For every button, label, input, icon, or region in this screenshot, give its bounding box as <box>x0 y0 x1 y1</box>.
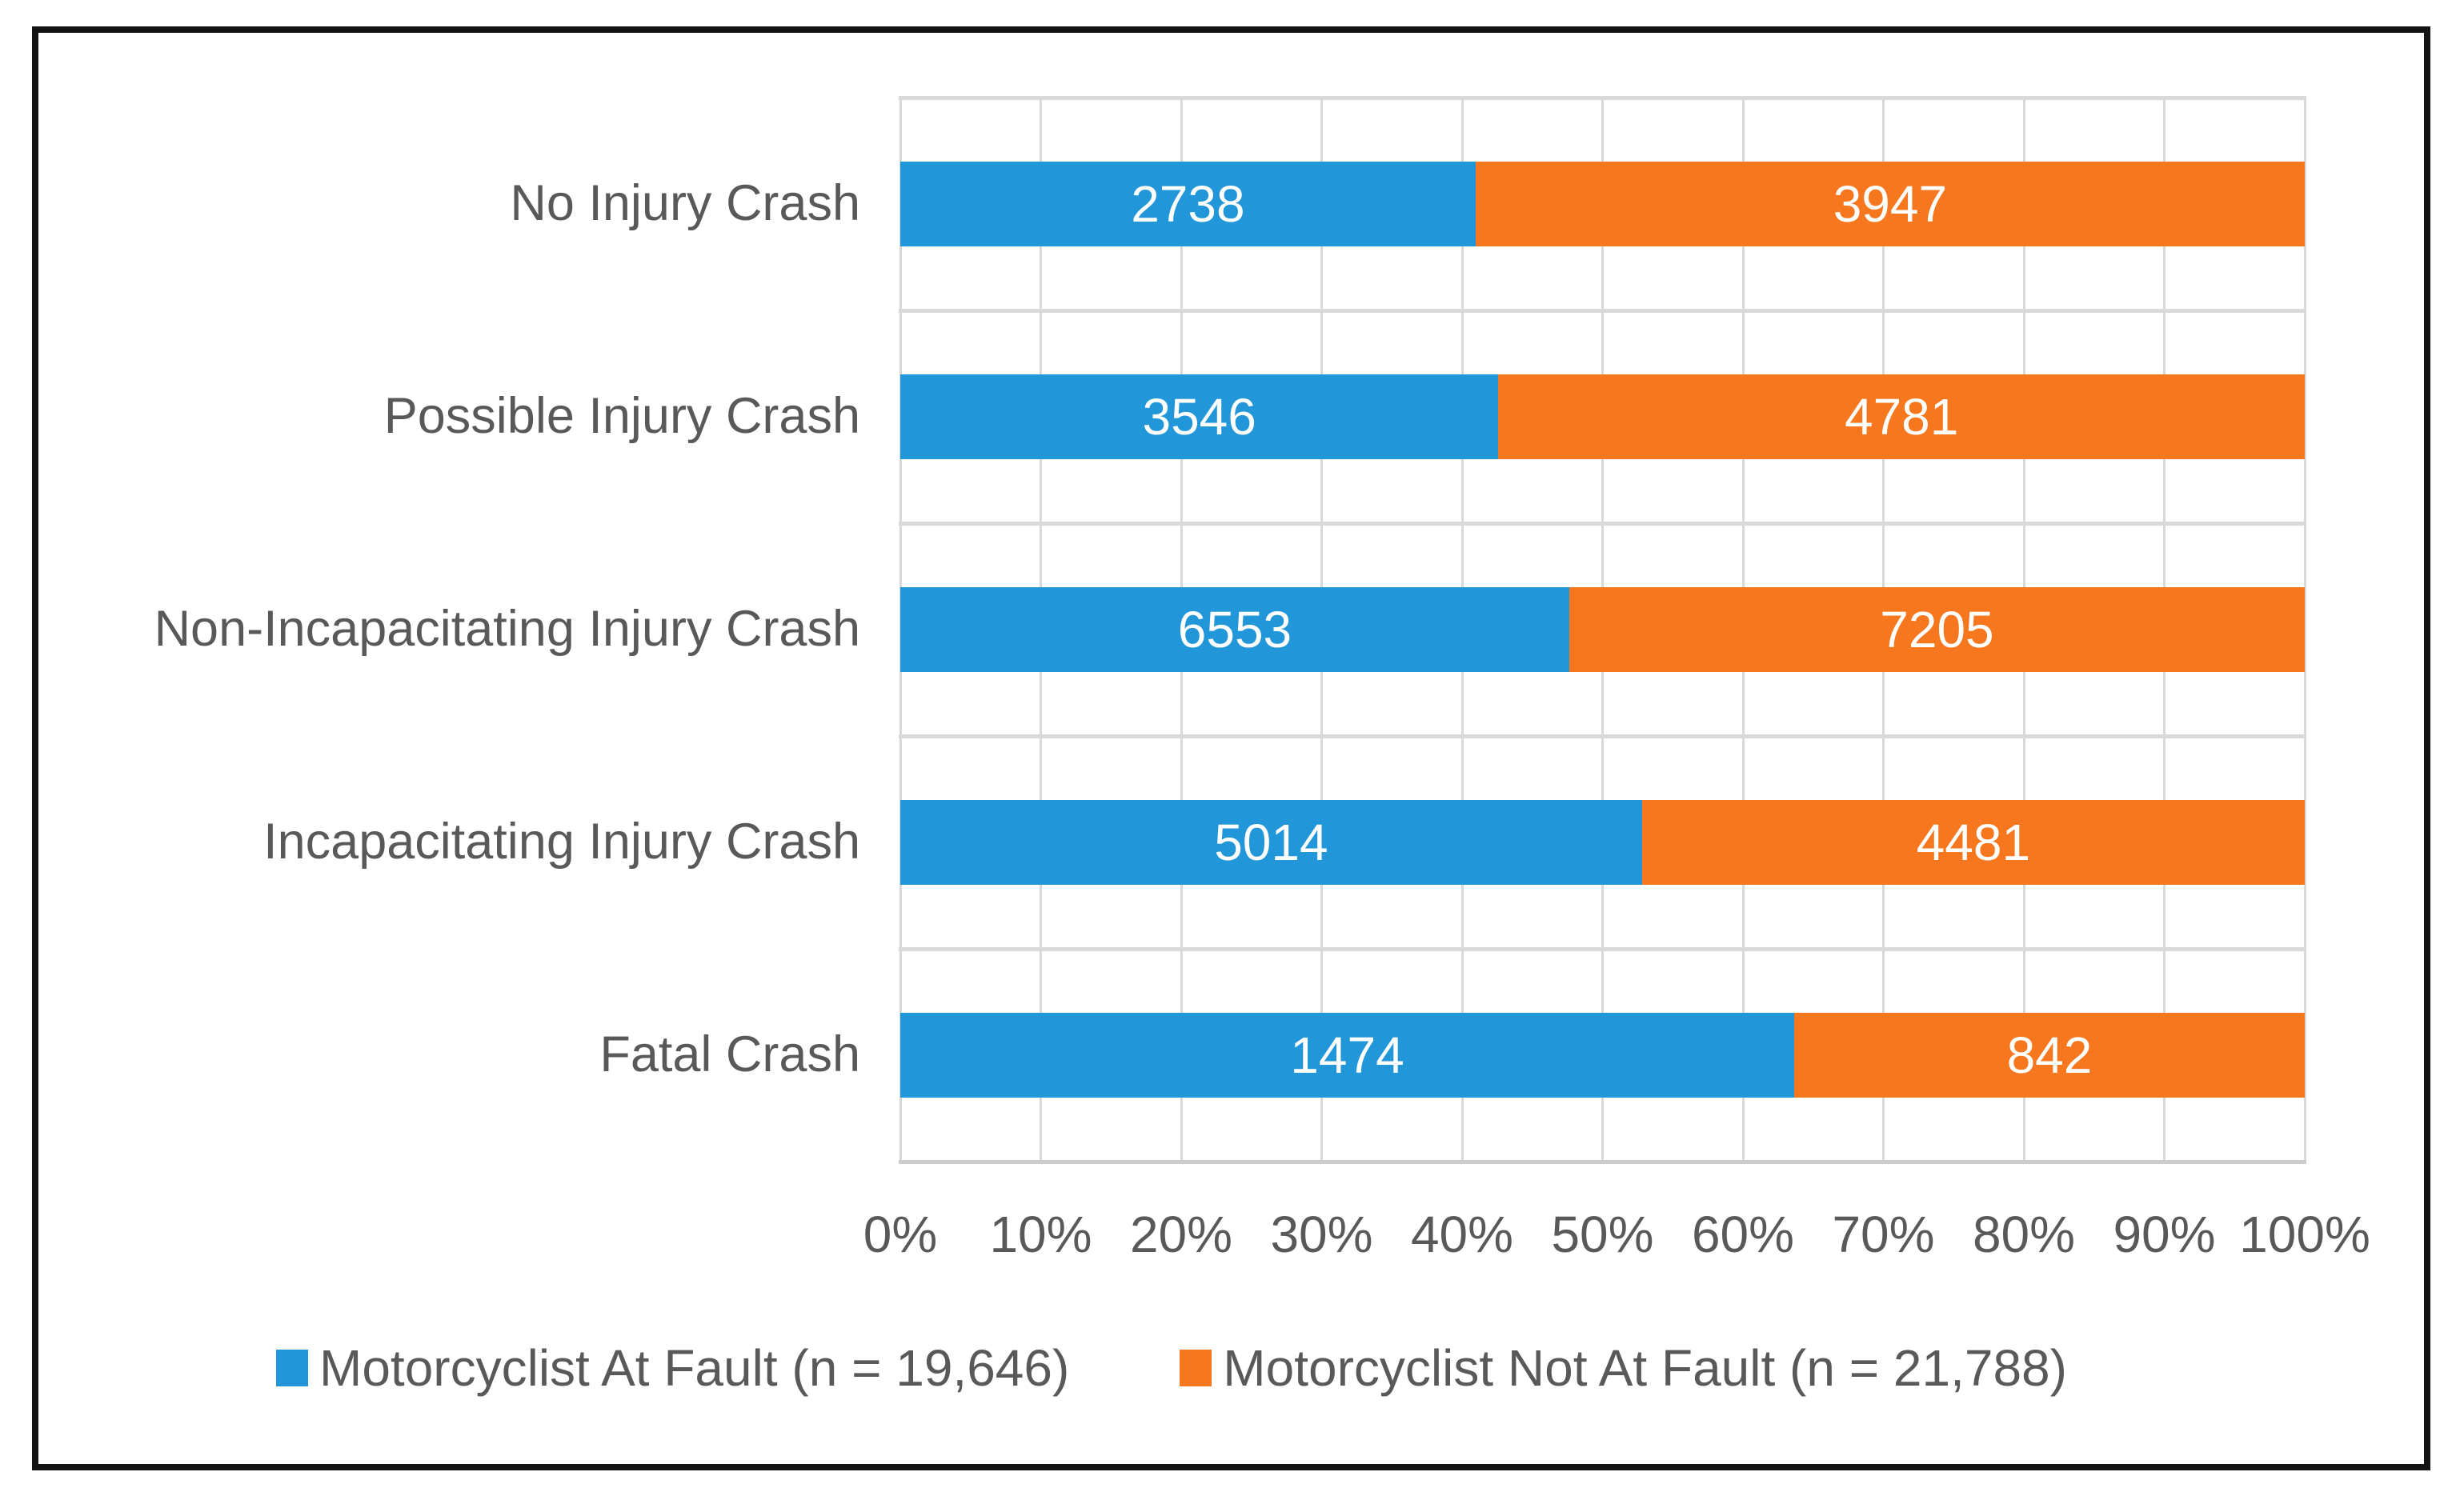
plot-area: 2738 3947 3546 4781 6553 7205 5014 4481 1474 842 <box>899 95 2306 1164</box>
bar-segment-at-fault: 6553 <box>900 587 1569 672</box>
x-axis-tick-label: 30% <box>1270 1206 1373 1263</box>
bar-segment-at-fault: 5014 <box>900 800 1642 885</box>
bar-row: 6553 7205 <box>900 587 2305 672</box>
category-label: Incapacitating Injury Crash <box>263 814 860 870</box>
x-axis-tick-label: 90% <box>2113 1206 2216 1263</box>
legend-item: Motorcyclist At Fault (n = 19,646) <box>276 1338 1069 1399</box>
bar-row: 2738 3947 <box>900 162 2305 246</box>
category-label: No Injury Crash <box>510 175 860 232</box>
legend-item: Motorcyclist Not At Fault (n = 21,788) <box>1180 1338 2067 1399</box>
legend: Motorcyclist At Fault (n = 19,646) Motorc… <box>276 1338 2067 1399</box>
figure-border <box>32 26 2430 1470</box>
x-axis-tick-label: 50% <box>1551 1206 1654 1263</box>
legend-label: Motorcyclist Not At Fault (n = 21,788) <box>1223 1339 2067 1397</box>
horizontal-gridline <box>899 95 2306 100</box>
category-label: Non-Incapacitating Injury Crash <box>154 601 860 658</box>
x-axis-tick-label: 70% <box>1832 1206 1935 1263</box>
bar-segment-at-fault: 3546 <box>900 374 1499 459</box>
bar-segment-at-fault: 2738 <box>900 162 1476 246</box>
x-axis-line <box>899 1159 2306 1164</box>
data-label: 4481 <box>1916 814 2031 871</box>
vertical-gridline <box>2303 98 2306 1162</box>
bar-row: 3546 4781 <box>900 374 2305 459</box>
x-axis-tick-label: 0% <box>863 1206 938 1263</box>
horizontal-gridline <box>899 946 2306 951</box>
legend-swatch-icon <box>1180 1350 1212 1387</box>
legend-swatch-icon <box>276 1350 308 1387</box>
bar-segment-not-at-fault: 4481 <box>1641 800 2305 885</box>
bar-segment-at-fault: 1474 <box>900 1013 1794 1098</box>
x-axis-tick-label: 60% <box>1691 1206 1795 1263</box>
bar-row: 1474 842 <box>900 1013 2305 1098</box>
horizontal-gridline <box>899 308 2306 313</box>
data-label: 6553 <box>1177 601 1292 658</box>
horizontal-gridline <box>899 734 2306 738</box>
legend-label: Motorcyclist At Fault (n = 19,646) <box>319 1339 1070 1397</box>
data-label: 2738 <box>1131 175 1245 233</box>
data-label: 7205 <box>1880 601 1994 658</box>
data-label: 1474 <box>1290 1026 1404 1084</box>
data-label: 5014 <box>1214 814 1328 871</box>
data-label: 3546 <box>1142 388 1256 446</box>
x-axis-tick-label: 40% <box>1410 1206 1514 1263</box>
x-axis-tick-label: 10% <box>989 1206 1092 1263</box>
data-label: 842 <box>2006 1026 2093 1084</box>
bar-segment-not-at-fault: 842 <box>1793 1013 2305 1098</box>
x-axis-tick-label: 20% <box>1129 1206 1233 1263</box>
data-label: 4781 <box>1844 388 1959 446</box>
horizontal-gridline <box>899 521 2306 526</box>
category-label: Possible Injury Crash <box>383 388 860 445</box>
data-label: 3947 <box>1833 175 1948 233</box>
bar-segment-not-at-fault: 4781 <box>1498 374 2305 459</box>
x-axis-tick-label: 80% <box>1972 1206 2076 1263</box>
bar-segment-not-at-fault: 7205 <box>1569 587 2305 672</box>
bar-segment-not-at-fault: 3947 <box>1475 162 2305 246</box>
bar-row: 5014 4481 <box>900 800 2305 885</box>
x-axis-tick-label: 100% <box>2239 1206 2370 1263</box>
category-label: Fatal Crash <box>599 1026 860 1083</box>
